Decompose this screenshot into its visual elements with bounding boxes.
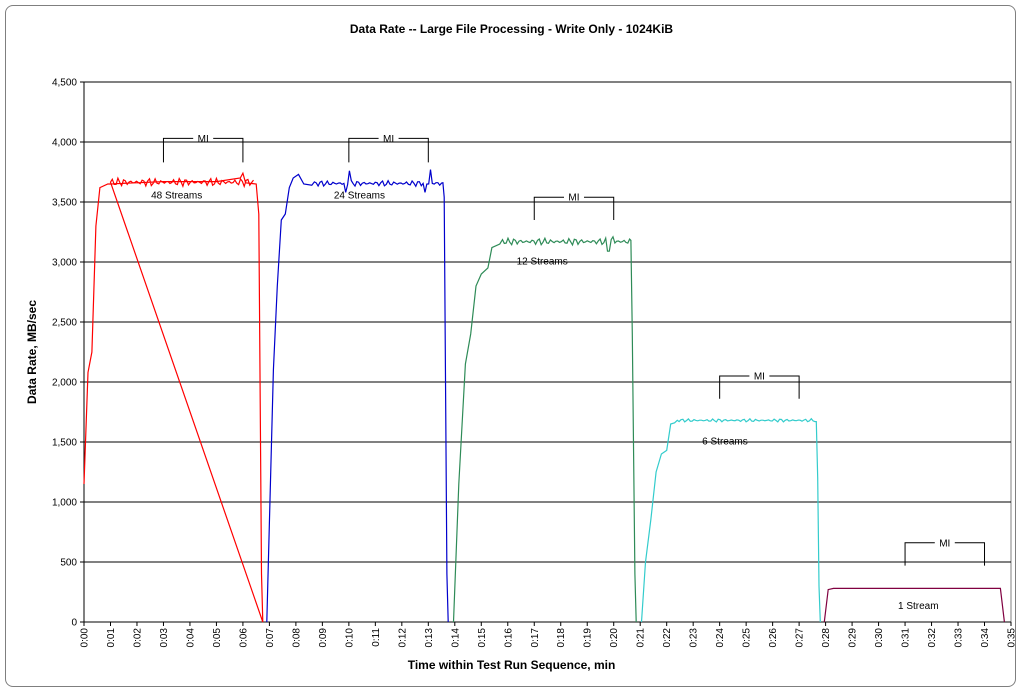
x-axis-label: Time within Test Run Sequence, min xyxy=(407,658,616,672)
series-annotation: 48 Streams xyxy=(151,190,202,201)
x-tick-label: 0:11 xyxy=(371,628,382,647)
x-tick-label: 0:20 xyxy=(609,628,620,648)
y-tick-label: 0 xyxy=(71,618,77,629)
x-tick-label: 0:26 xyxy=(768,628,779,648)
mi-bracket xyxy=(904,542,986,566)
x-tick-label: 0:05 xyxy=(212,628,223,648)
x-tick-label: 0:28 xyxy=(821,628,832,648)
x-tick-label: 0:09 xyxy=(318,628,329,648)
mi-bracket-label: MI xyxy=(568,193,579,204)
y-tick-label: 500 xyxy=(60,558,77,569)
y-tick-label: 4,000 xyxy=(52,138,77,149)
mi-bracket xyxy=(719,375,800,399)
x-tick-label: 0:08 xyxy=(291,628,302,648)
x-tick-label: 0:32 xyxy=(927,628,938,648)
x-tick-label: 0:10 xyxy=(344,628,355,648)
x-tick-label: 0:24 xyxy=(715,628,726,648)
mi-bracket-label: MI xyxy=(198,134,209,145)
x-tick-label: 0:04 xyxy=(185,628,196,648)
x-tick-label: 0:07 xyxy=(265,628,276,648)
series-annotation: 12 Streams xyxy=(517,256,568,267)
y-tick-label: 3,500 xyxy=(52,198,77,209)
x-tick-label: 0:13 xyxy=(424,628,435,648)
x-tick-label: 0:01 xyxy=(106,628,117,648)
mi-bracket xyxy=(162,137,244,163)
y-tick-label: 1,500 xyxy=(52,438,77,449)
chart-title: Data Rate -- Large File Processing - Wri… xyxy=(349,22,674,36)
mi-bracket-label: MI xyxy=(383,134,394,145)
x-tick-label: 0:22 xyxy=(662,628,673,648)
x-tick-label: 0:34 xyxy=(980,628,991,648)
x-tick-label: 0:02 xyxy=(132,628,143,648)
series-line-6-streams xyxy=(640,417,821,623)
y-tick-label: 2,000 xyxy=(52,378,77,389)
series-line-12-streams xyxy=(452,235,637,623)
x-tick-label: 0:12 xyxy=(397,628,408,648)
x-tick-label: 0:00 xyxy=(80,628,91,648)
x-tick-label: 0:21 xyxy=(636,628,647,648)
x-tick-label: 0:16 xyxy=(503,628,514,648)
series-annotation: 6 Streams xyxy=(702,436,748,447)
x-tick-label: 0:17 xyxy=(530,628,541,648)
x-tick-label: 0:14 xyxy=(450,628,461,648)
mi-bracket-label: MI xyxy=(754,372,765,383)
series-annotation: 24 Streams xyxy=(334,190,385,201)
x-tick-label: 0:03 xyxy=(159,628,170,648)
x-tick-label: 0:25 xyxy=(742,628,753,648)
x-tick-label: 0:31 xyxy=(901,628,912,648)
x-tick-label: 0:19 xyxy=(583,628,594,648)
x-tick-label: 0:18 xyxy=(556,628,567,648)
y-tick-label: 4,500 xyxy=(52,78,77,89)
y-tick-label: 1,000 xyxy=(52,498,77,509)
x-tick-label: 0:33 xyxy=(954,628,965,648)
x-tick-label: 0:23 xyxy=(689,628,700,648)
series-line-1-stream xyxy=(823,587,1005,623)
mi-bracket xyxy=(348,137,429,163)
x-tick-label: 0:06 xyxy=(238,628,249,648)
series-annotation: 1 Stream xyxy=(898,601,939,612)
x-tick-label: 0:35 xyxy=(1007,628,1018,648)
x-tick-label: 0:27 xyxy=(795,628,806,648)
series-line-48-streams xyxy=(83,171,264,623)
y-tick-label: 3,000 xyxy=(52,258,77,269)
mi-bracket-label: MI xyxy=(939,538,950,549)
x-tick-label: 0:29 xyxy=(848,628,859,648)
mi-bracket xyxy=(533,196,615,220)
series-line-24-streams xyxy=(266,169,449,623)
x-tick-label: 0:15 xyxy=(477,628,488,648)
plot-area xyxy=(83,81,1012,623)
y-tick-label: 2,500 xyxy=(52,318,77,329)
x-tick-label: 0:30 xyxy=(874,628,885,648)
